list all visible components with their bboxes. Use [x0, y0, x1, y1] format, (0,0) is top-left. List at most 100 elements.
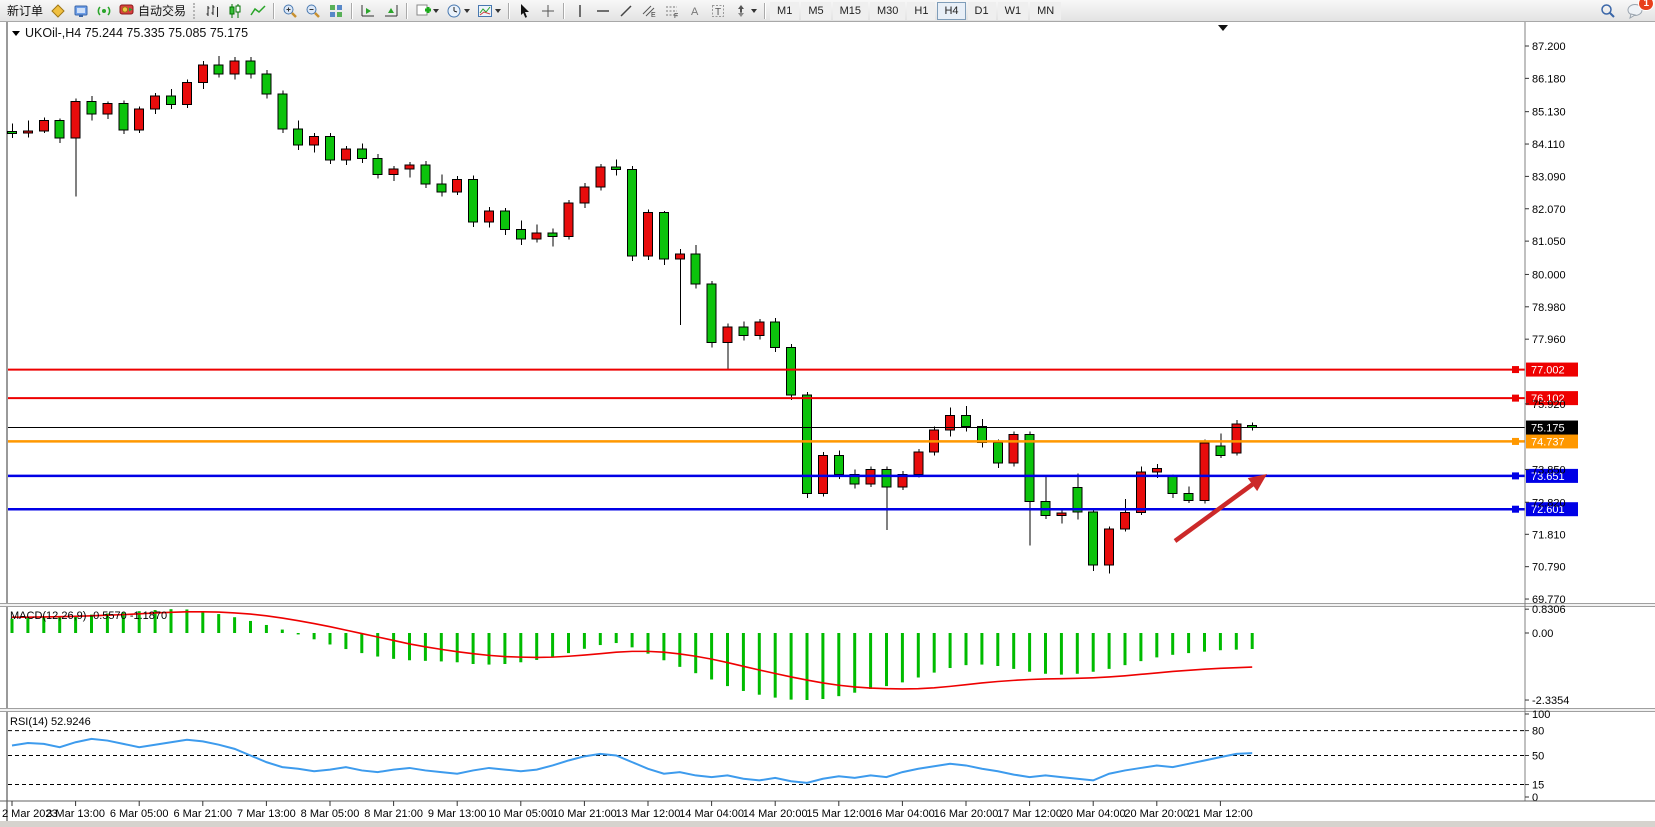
fibonacci-tool[interactable]: F	[661, 1, 683, 21]
signal-icon[interactable]	[93, 1, 115, 21]
candlestick-chart-button[interactable]	[224, 1, 246, 21]
panel-separator[interactable]	[0, 708, 1655, 709]
templates-dropdown[interactable]	[474, 1, 504, 21]
period-dropdown[interactable]	[443, 1, 473, 21]
candle-body	[420, 164, 431, 185]
zoom-in-button[interactable]	[279, 1, 301, 21]
horizontal-line-tool[interactable]	[592, 1, 614, 21]
chevron-down-icon	[433, 8, 440, 13]
candle-body	[531, 232, 542, 240]
price-tick-label: 69.770	[1532, 594, 1566, 606]
cursor-button[interactable]	[514, 1, 536, 21]
bar-chart-button[interactable]	[201, 1, 223, 21]
text-label-tool[interactable]: T	[707, 1, 729, 21]
macd-indicator	[10, 609, 1254, 701]
candle-body	[388, 168, 399, 175]
candle-body	[1231, 423, 1242, 454]
candle-body	[1120, 511, 1130, 530]
auto-trading-button[interactable]: 自动交易	[116, 1, 189, 21]
channel-tool[interactable]: E	[638, 1, 660, 21]
candle-body	[229, 60, 240, 75]
time-tick-label: 6 Mar 21:00	[173, 808, 232, 820]
panel-separator	[0, 604, 1655, 606]
line-handle[interactable]	[1512, 394, 1519, 402]
candle-body	[961, 415, 971, 428]
candle-body	[881, 469, 892, 488]
line-handle[interactable]	[1512, 437, 1519, 445]
timeframe-button-m15[interactable]: M15	[832, 1, 868, 20]
panel-separator[interactable]	[0, 603, 1655, 604]
candle-body	[627, 169, 638, 257]
timeframe-button-d1[interactable]: D1	[967, 1, 996, 20]
line-handle[interactable]	[1512, 472, 1519, 480]
line-chart-button[interactable]	[247, 1, 269, 21]
candle-body	[166, 95, 176, 106]
chart-shift-button[interactable]	[380, 1, 402, 21]
timeframe-button-mn[interactable]: MN	[1030, 1, 1062, 20]
crosshair-button[interactable]	[537, 1, 559, 21]
timeframe-button-w1[interactable]: W1	[997, 1, 1029, 20]
candle-body	[802, 394, 812, 494]
price-label-text: 73.651	[1531, 471, 1565, 483]
price-tick-label: 73.850	[1532, 465, 1566, 477]
chart-area[interactable]: 77.002 76.102 74.737 73.651 72.601 75.175 87.2…	[0, 22, 1655, 827]
panel-separator	[0, 711, 1655, 712]
arrows-tool-dropdown[interactable]	[730, 1, 760, 21]
price-tick-label: 86.180	[1532, 73, 1566, 85]
chart-background	[0, 22, 1655, 827]
candle-body	[484, 210, 494, 223]
timeframe-button-h4[interactable]: H4	[937, 1, 966, 20]
time-tick-label: 2 Mar 2023	[2, 808, 58, 820]
candle-body	[102, 103, 113, 115]
new-chart-dropdown[interactable]	[412, 1, 442, 21]
price-label-text: 75.175	[1531, 423, 1565, 435]
candle-body	[722, 326, 733, 344]
candle-body	[833, 454, 844, 475]
candle-body	[7, 131, 17, 134]
timeframe-button-m30[interactable]: M30	[870, 1, 906, 20]
candle-body	[54, 120, 65, 139]
toolbar-separator	[406, 2, 409, 19]
time-tick-label: 6 Mar 05:00	[110, 808, 169, 820]
timeframe-button-m1[interactable]: M1	[770, 1, 800, 20]
auto-scroll-button[interactable]	[357, 1, 379, 21]
tile-windows-button[interactable]	[325, 1, 347, 21]
timeframe-button-h1[interactable]: H1	[907, 1, 936, 20]
price-tick-label: 78.980	[1532, 302, 1566, 314]
price-label-badge	[1526, 434, 1578, 449]
new-order-label: 新订单	[7, 4, 44, 18]
toolbar-separator	[764, 2, 767, 19]
scroll-marker-icon[interactable]	[1218, 25, 1228, 31]
time-tick-label: 14 Mar 20:00	[743, 808, 808, 820]
vertical-line-tool[interactable]	[569, 1, 591, 21]
chart-canvas[interactable]: 77.00276.10274.73773.65172.60175.17587.2…	[0, 22, 1655, 827]
candle-body	[325, 135, 335, 161]
line-handle[interactable]	[1512, 505, 1519, 513]
notification-badge: 1	[1638, 0, 1654, 11]
line-handle[interactable]	[1512, 366, 1519, 374]
time-tick-label: 16 Mar 20:00	[934, 808, 999, 820]
search-icon[interactable]	[1597, 1, 1619, 21]
new-order-button[interactable]: 新订单	[4, 1, 46, 21]
toolbar-separator	[351, 2, 354, 19]
symbol-dropdown-icon[interactable]	[12, 31, 20, 36]
time-tick-label: 20 Mar 04:00	[1061, 808, 1126, 820]
timeframe-button-m5[interactable]: M5	[801, 1, 831, 20]
metaquotes-icon[interactable]	[47, 1, 69, 21]
text-tool[interactable]: A	[684, 1, 706, 21]
rsi-label: RSI(14) 52.9246	[10, 716, 91, 728]
rsi-scale-label: 100	[1532, 709, 1550, 721]
time-tick-label: 15 Mar 12:00	[806, 808, 871, 820]
macd-scale-label: -2.3354	[1532, 695, 1569, 707]
zoom-out-button[interactable]	[302, 1, 324, 21]
community-icon[interactable]	[70, 1, 92, 21]
rsi-indicator	[8, 730, 1525, 786]
trend-arrow-object[interactable]	[1173, 474, 1267, 543]
rsi-scale-label: 80	[1532, 726, 1544, 738]
auto-trading-icon	[119, 1, 135, 20]
candle-body	[1151, 468, 1162, 473]
trendline-tool[interactable]	[615, 1, 637, 21]
price-axis[interactable]: 87.200 86.180 85.130 84.110 83.090 82.070 81.0…	[1525, 41, 1569, 804]
